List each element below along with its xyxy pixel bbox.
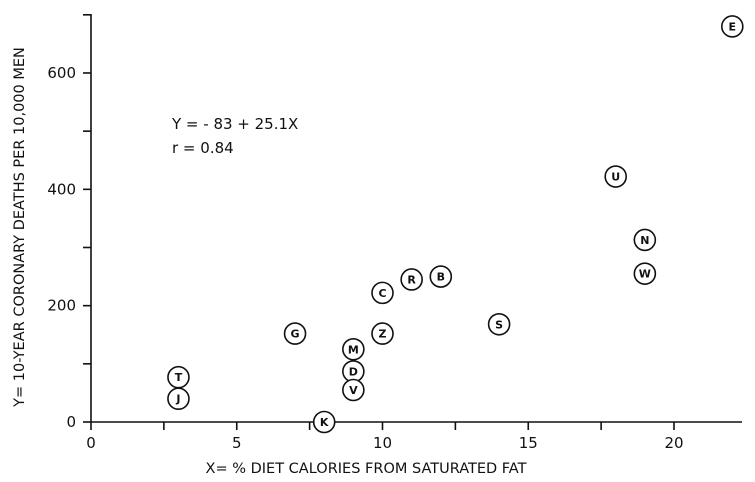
point-marker xyxy=(720,15,744,38)
point-marker xyxy=(283,322,307,345)
point-marker xyxy=(604,165,628,188)
point-label: Z xyxy=(379,328,387,341)
point-label: C xyxy=(378,287,386,300)
point-label: E xyxy=(729,20,737,33)
point-marker xyxy=(633,228,657,252)
data-point-d: D xyxy=(342,360,365,383)
point-label: U xyxy=(611,171,620,184)
point-label: V xyxy=(349,384,358,397)
data-point-b: B xyxy=(429,265,453,288)
data-point-j: J xyxy=(167,387,190,411)
point-label: R xyxy=(407,273,416,286)
point-marker xyxy=(312,410,336,434)
point-label: T xyxy=(175,371,183,384)
data-point-n: N xyxy=(633,228,657,252)
correlation-coefficient: r = 0.84 xyxy=(172,139,234,157)
data-point-u: U xyxy=(604,165,628,188)
data-point-g: G xyxy=(283,322,307,345)
data-point-v: V xyxy=(342,378,365,402)
point-label: S xyxy=(495,318,503,331)
point-label: B xyxy=(437,271,445,284)
point-marker xyxy=(167,387,190,411)
data-point-r: R xyxy=(400,268,423,291)
data-points: E U N W B R C S G Z MDV TJ K xyxy=(167,15,744,434)
data-point-s: S xyxy=(487,312,511,336)
point-label: N xyxy=(640,234,649,247)
y-tick-label: 200 xyxy=(47,297,76,315)
point-label: M xyxy=(348,343,359,356)
y-tick-label: 0 xyxy=(66,413,76,431)
x-tick-label: 0 xyxy=(86,434,96,452)
x-tick-label: 10 xyxy=(373,434,392,452)
point-marker xyxy=(371,281,394,305)
x-axis-title: X= % DIET CALORIES FROM SATURATED FAT xyxy=(206,461,527,477)
point-label: W xyxy=(639,268,651,281)
point-marker xyxy=(371,322,394,345)
data-point-t: T xyxy=(167,365,190,389)
axes xyxy=(90,14,742,423)
data-point-z: Z xyxy=(371,322,394,345)
point-marker xyxy=(342,337,365,361)
point-marker xyxy=(429,265,453,288)
point-label: G xyxy=(291,328,300,341)
y-axis-title: Y= 10-YEAR CORONARY DEATHS PER 10,000 ME… xyxy=(12,47,28,408)
point-marker xyxy=(342,378,365,402)
x-tick-label: 15 xyxy=(519,434,538,452)
point-marker xyxy=(633,262,657,285)
point-label: D xyxy=(349,365,358,378)
y-tick-label: 400 xyxy=(47,180,76,198)
x-tick-label: 5 xyxy=(232,434,242,452)
x-tick-label: 20 xyxy=(664,434,683,452)
data-point-e: E xyxy=(720,15,744,38)
data-point-c: C xyxy=(371,281,394,305)
y-tick-label: 600 xyxy=(47,64,76,82)
point-label: J xyxy=(175,393,180,406)
point-marker xyxy=(400,268,423,291)
data-point-m: M xyxy=(342,337,365,361)
regression-equation: Y = - 83 + 25.1X xyxy=(171,115,298,133)
point-label: K xyxy=(320,416,329,429)
point-marker xyxy=(487,312,511,336)
data-point-w: W xyxy=(633,262,657,285)
data-point-k: K xyxy=(312,410,336,434)
